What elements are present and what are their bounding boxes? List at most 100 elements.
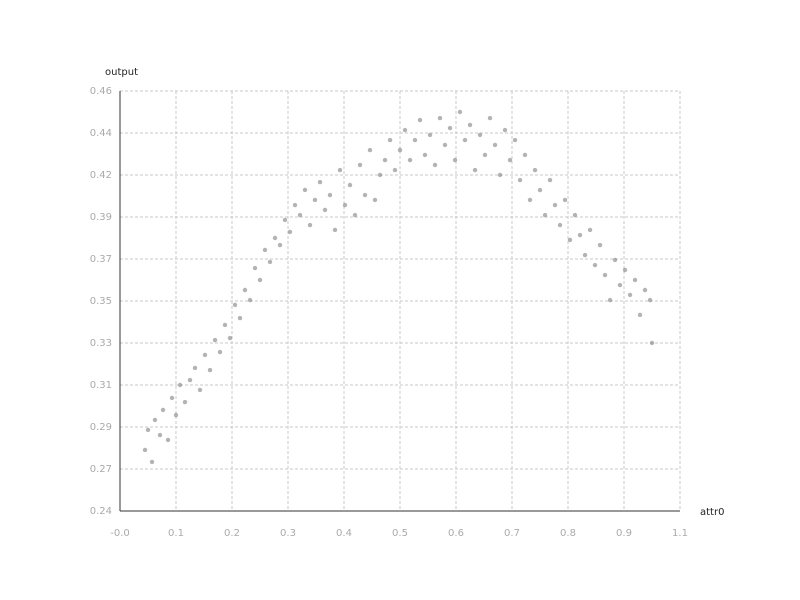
point: [637, 312, 643, 318]
point: [237, 315, 243, 321]
point: [527, 197, 533, 203]
point: [222, 322, 228, 328]
point: [572, 212, 578, 218]
x-tick-label: 0.1: [168, 528, 184, 539]
y-tick-label: 0.24: [90, 506, 112, 517]
point: [482, 152, 488, 158]
x-tick-label: -0.0: [110, 528, 130, 539]
point: [352, 212, 358, 218]
point: [522, 152, 528, 158]
point: [242, 287, 248, 293]
point: [597, 242, 603, 248]
point: [607, 297, 613, 303]
point: [232, 302, 238, 308]
y-tick-label: 0.42: [90, 170, 112, 181]
point: [582, 252, 588, 258]
point: [462, 137, 468, 143]
point: [442, 142, 448, 148]
point: [382, 157, 388, 163]
point: [417, 117, 423, 123]
point: [207, 367, 213, 373]
point: [169, 395, 175, 401]
point: [437, 115, 443, 121]
point: [452, 157, 458, 163]
point: [212, 337, 218, 343]
point: [287, 229, 293, 235]
point: [362, 192, 368, 198]
point: [267, 259, 273, 265]
point: [252, 265, 258, 271]
point: [377, 172, 383, 178]
x-tick-label: 0.7: [504, 528, 520, 539]
x-tick-label: 0.9: [616, 528, 632, 539]
point: [322, 207, 328, 213]
point: [497, 172, 503, 178]
point: [187, 377, 193, 383]
point: [592, 262, 598, 268]
point: [547, 177, 553, 183]
point: [412, 137, 418, 143]
x-tick-label: 1.1: [672, 528, 688, 539]
x-axis-title: attr0: [700, 507, 724, 518]
point: [407, 157, 413, 163]
point: [557, 222, 563, 228]
point: [507, 157, 513, 163]
point: [217, 349, 223, 355]
point: [457, 109, 463, 115]
point: [257, 277, 263, 283]
point: [347, 182, 353, 188]
point: [367, 147, 373, 153]
point: [292, 202, 298, 208]
point: [297, 212, 303, 218]
point: [552, 202, 558, 208]
y-tick-label: 0.29: [90, 422, 112, 433]
point: [262, 247, 268, 253]
y-tick-label: 0.46: [90, 86, 112, 97]
point: [422, 152, 428, 158]
point: [642, 287, 648, 293]
point: [357, 162, 363, 168]
point: [602, 272, 608, 278]
point: [145, 427, 151, 433]
point: [317, 179, 323, 185]
y-tick-label: 0.27: [90, 464, 112, 475]
point: [502, 127, 508, 133]
y-tick-label: 0.39: [90, 212, 112, 223]
point: [617, 282, 623, 288]
point: [447, 125, 453, 131]
point: [197, 387, 203, 393]
point: [342, 202, 348, 208]
point: [202, 352, 208, 358]
point: [402, 127, 408, 133]
point: [165, 437, 171, 443]
point: [372, 197, 378, 203]
point: [247, 297, 253, 303]
y-tick-label: 0.44: [90, 128, 112, 139]
point: [542, 212, 548, 218]
point: [632, 277, 638, 283]
point: [332, 227, 338, 233]
point: [142, 447, 148, 453]
point: [577, 232, 583, 238]
point: [312, 197, 318, 203]
point: [432, 162, 438, 168]
point: [277, 242, 283, 248]
point: [467, 122, 473, 128]
point: [587, 227, 593, 233]
point: [649, 340, 655, 346]
point: [627, 292, 633, 298]
y-tick-label: 0.35: [90, 296, 112, 307]
point: [477, 132, 483, 138]
x-tick-label: 0.5: [392, 528, 408, 539]
x-tick-label: 0.4: [336, 528, 352, 539]
point: [227, 335, 233, 341]
point: [149, 459, 155, 465]
point: [472, 167, 478, 173]
point: [272, 235, 278, 241]
x-tick-label: 0.6: [448, 528, 464, 539]
x-tick-label: 0.3: [280, 528, 296, 539]
y-tick-label: 0.33: [90, 338, 112, 349]
point: [282, 217, 288, 223]
point: [192, 365, 198, 371]
point: [177, 382, 183, 388]
